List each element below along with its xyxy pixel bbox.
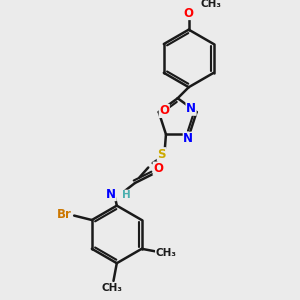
Text: O: O: [184, 7, 194, 20]
Text: CH₃: CH₃: [200, 0, 221, 9]
Text: CH₃: CH₃: [102, 283, 123, 292]
Text: O: O: [159, 104, 169, 117]
Text: Br: Br: [57, 208, 72, 221]
Text: O: O: [153, 162, 163, 175]
Text: CH₃: CH₃: [156, 248, 177, 258]
Text: N: N: [183, 132, 193, 145]
Text: N: N: [106, 188, 116, 201]
Text: N: N: [186, 102, 196, 115]
Text: H: H: [122, 190, 130, 200]
Text: S: S: [157, 148, 166, 161]
